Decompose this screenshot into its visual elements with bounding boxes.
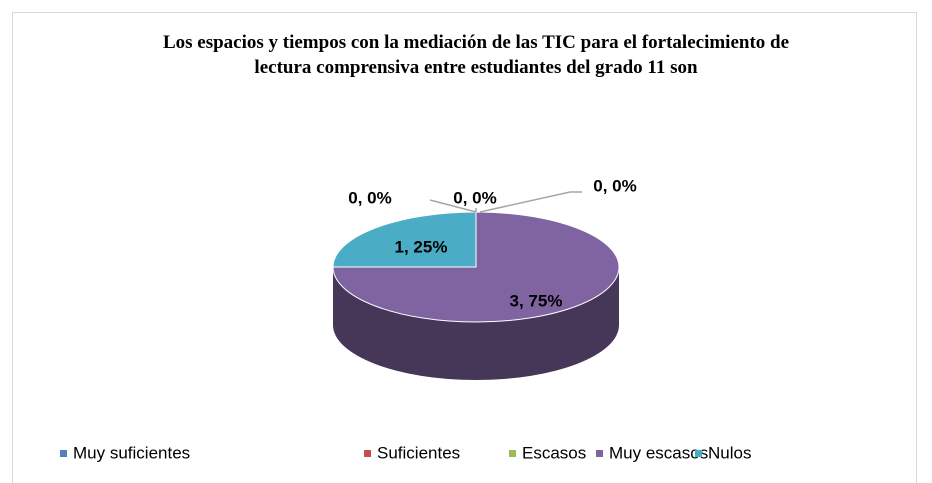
legend-marker [509,450,516,457]
chart-title: Los espacios y tiempos con la mediación … [162,32,790,78]
data-label: 0, 0% [593,176,636,195]
pie-slice [332,211,620,323]
legend-marker [60,450,67,457]
pie-slice [332,211,477,268]
legend-label: Suficientes [377,443,460,462]
chart-border [12,12,917,483]
data-label: 0, 0% [453,188,496,207]
legend-label: Escasos [522,443,586,462]
data-label: 3, 75% [510,291,563,310]
legend-marker [695,450,702,457]
pie-side [333,267,619,380]
legend-label: Muy suficientes [73,443,190,462]
data-label: 1, 25% [395,237,448,256]
leader-line [479,191,582,213]
leader-line [429,199,477,213]
legend-label: Nulos [708,443,751,462]
legend-marker [596,450,603,457]
legend-label: Muy escasos [609,443,708,462]
data-label: 0, 0% [348,188,391,207]
legend-marker [364,450,371,457]
